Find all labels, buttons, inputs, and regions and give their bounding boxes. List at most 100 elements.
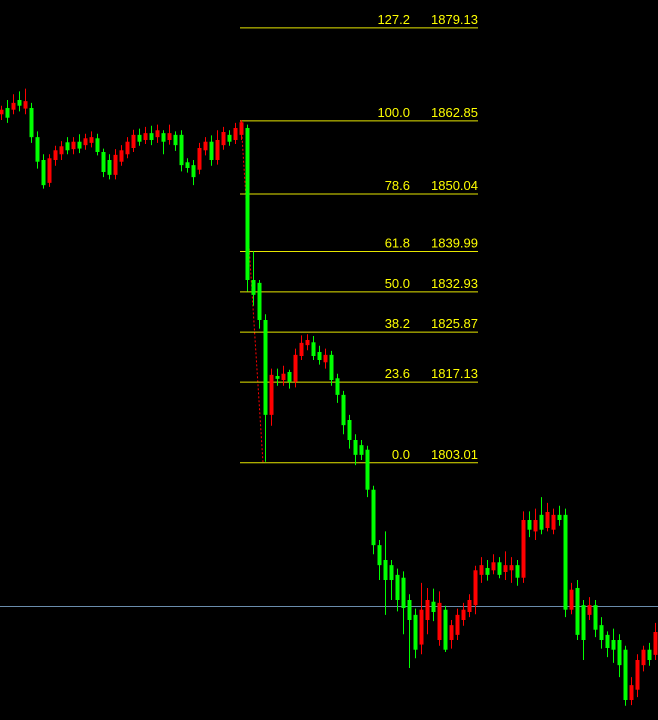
- fib-price-label: 1832.93: [431, 276, 478, 291]
- candle-body: [335, 378, 340, 395]
- candle-body: [395, 574, 400, 600]
- candle-body: [605, 634, 610, 648]
- candle-body: [113, 154, 118, 175]
- fib-price-label: 1817.13: [431, 366, 478, 381]
- candle-body: [653, 632, 658, 655]
- candle-body: [311, 342, 316, 356]
- candle-body: [17, 100, 22, 106]
- candle-body: [221, 132, 226, 146]
- candle-body: [71, 141, 76, 150]
- candle-body: [521, 520, 526, 578]
- candle-body: [599, 625, 604, 640]
- candle-body: [557, 514, 562, 520]
- candle-body: [65, 142, 70, 151]
- candle-body: [629, 685, 634, 700]
- candle-body: [587, 605, 592, 615]
- candle-body: [431, 601, 436, 612]
- candle-body: [239, 122, 244, 135]
- candle-body: [497, 562, 502, 575]
- candle-body: [107, 160, 112, 175]
- fib-price-label: 1879.13: [431, 12, 478, 27]
- candle-body: [89, 137, 94, 143]
- fib-ratio-label: 100.0: [377, 105, 410, 120]
- candle-body: [23, 101, 28, 109]
- candle-body: [185, 162, 190, 168]
- candle-body: [203, 141, 208, 151]
- candle-body: [293, 354, 298, 382]
- candle-body: [407, 600, 412, 620]
- candle-body: [491, 562, 496, 571]
- candle-body: [581, 605, 586, 640]
- fib-ratio-label: 0.0: [392, 447, 410, 462]
- candle-body: [227, 134, 232, 142]
- candle-body: [533, 520, 538, 532]
- candle-body: [287, 372, 292, 382]
- candle-body: [509, 565, 514, 571]
- candle-body: [167, 133, 172, 140]
- fib-price-label: 1803.01: [431, 447, 478, 462]
- candle-body: [275, 376, 280, 379]
- candle-body: [545, 512, 550, 528]
- candle-body: [377, 545, 382, 566]
- candle-body: [281, 373, 286, 380]
- candle-body: [155, 130, 160, 138]
- candle-body: [191, 165, 196, 178]
- candle-body: [197, 148, 202, 170]
- candle-body: [449, 625, 454, 640]
- candle-body: [473, 570, 478, 606]
- candle-body: [245, 128, 250, 280]
- candle-body: [371, 489, 376, 546]
- candle-body: [269, 374, 274, 415]
- candle-body: [215, 140, 220, 160]
- candle-body: [0, 109, 4, 115]
- candle-body: [5, 108, 10, 118]
- candle-body: [383, 560, 388, 580]
- candle-body: [635, 660, 640, 690]
- candle-body: [563, 514, 568, 610]
- candle-body: [77, 141, 82, 149]
- candle-body: [593, 605, 598, 630]
- candle-body: [161, 133, 166, 142]
- candle-body: [347, 420, 352, 440]
- fib-price-label: 1850.04: [431, 178, 478, 193]
- fib-ratio-label: 78.6: [385, 178, 410, 193]
- candle-body: [641, 649, 646, 666]
- candle-body: [467, 600, 472, 612]
- candle-body: [647, 649, 652, 660]
- candle-body: [179, 134, 184, 166]
- candle-body: [305, 340, 310, 346]
- candle-body: [353, 440, 358, 455]
- candle-body: [83, 138, 88, 146]
- candle-body: [11, 102, 16, 110]
- fib-price-label: 1862.85: [431, 105, 478, 120]
- candle-body: [539, 514, 544, 530]
- fib-price-label: 1825.87: [431, 316, 478, 331]
- candle-body: [125, 141, 130, 155]
- candle-body: [413, 614, 418, 650]
- candle-body: [47, 158, 52, 183]
- candle-body: [137, 134, 142, 142]
- fib-ratio-label: 127.2: [377, 12, 410, 27]
- candle-body: [425, 600, 430, 620]
- candle-body: [389, 565, 394, 580]
- candle-body: [143, 133, 148, 140]
- fib-ratio-label: 23.6: [385, 366, 410, 381]
- candle-body: [29, 108, 34, 138]
- candle-body: [365, 449, 370, 490]
- candle-body: [209, 141, 214, 160]
- candle-body: [233, 128, 238, 140]
- fib-anchor-line: [240, 120, 264, 463]
- candle-body: [257, 282, 262, 320]
- candle-body: [569, 589, 574, 610]
- candle-body: [149, 133, 154, 140]
- candle-body: [419, 609, 424, 645]
- candle-body: [359, 445, 364, 455]
- candle-body: [455, 614, 460, 635]
- candle-body: [437, 602, 442, 640]
- candle-body: [95, 138, 100, 152]
- candle-body: [479, 565, 484, 575]
- candle-body: [503, 565, 508, 572]
- candle-body: [401, 577, 406, 608]
- candle-body: [515, 565, 520, 578]
